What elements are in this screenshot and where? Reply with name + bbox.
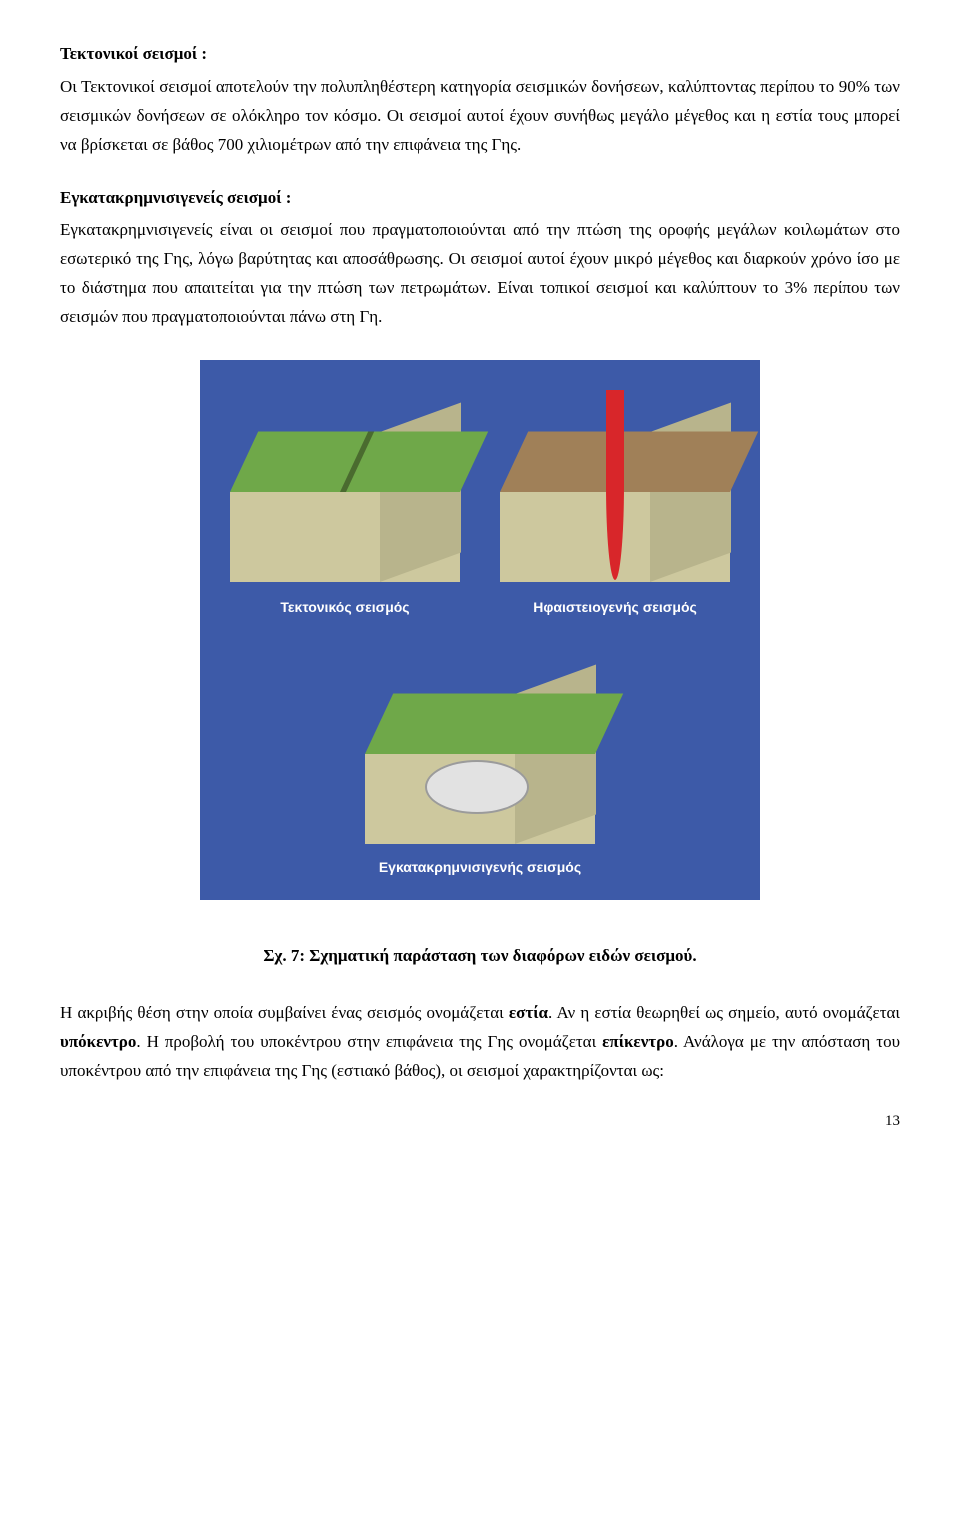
tectonic-cube (230, 382, 460, 582)
volcanic-caption: Ηφαιστειογενής σεισμός (500, 596, 730, 620)
surface-green (365, 694, 623, 755)
term-ypokentro: υπόκεντρο (60, 1032, 136, 1051)
surface-brown (500, 432, 758, 493)
volcanic-cube (500, 382, 730, 582)
collapse-caption: Εγκατακρημνισιγενής σεισμός (365, 856, 595, 880)
collapse-cube (365, 644, 595, 844)
cube-top (230, 382, 460, 492)
section2-heading: Εγκατακρημνισιγενείς σεισμοί : (60, 184, 900, 213)
section1-text: Οι Τεκτονικοί σεισμοί αποτελούν την πολυ… (60, 73, 900, 160)
tectonic-caption: Τεκτονικός σεισμός (230, 596, 460, 620)
surface-green (230, 432, 488, 493)
cavity-icon (425, 760, 529, 814)
text-run: . Αν η εστία θεωρηθεί ως σημείο, αυτό ον… (548, 1003, 900, 1022)
figure-container: Τεκτονικός σεισμός Ηφαιστειογενής σεισμό… (60, 360, 900, 910)
definitions-paragraph: Η ακριβής θέση στην οποία συμβαίνει ένας… (60, 999, 900, 1086)
earthquake-types-diagram: Τεκτονικός σεισμός Ηφαιστειογενής σεισμό… (200, 360, 760, 900)
term-epikentro: επίκεντρο (602, 1032, 674, 1051)
lava-conduit-icon (606, 390, 624, 580)
section2-text: Εγκατακρημνισιγενείς είναι οι σεισμοί πο… (60, 216, 900, 332)
figure-caption: Σχ. 7: Σχηματική παράσταση των διαφόρων … (60, 942, 900, 971)
section1-heading: Τεκτονικοί σεισμοί : (60, 40, 900, 69)
text-run: Η ακριβής θέση στην οποία συμβαίνει ένας… (60, 1003, 509, 1022)
page-number: 13 (60, 1109, 900, 1135)
fault-line-icon (340, 432, 374, 493)
cube-top (365, 644, 595, 754)
text-run: . Η προβολή του υποκέντρου στην επιφάνει… (136, 1032, 602, 1051)
term-estia: εστία (509, 1003, 548, 1022)
